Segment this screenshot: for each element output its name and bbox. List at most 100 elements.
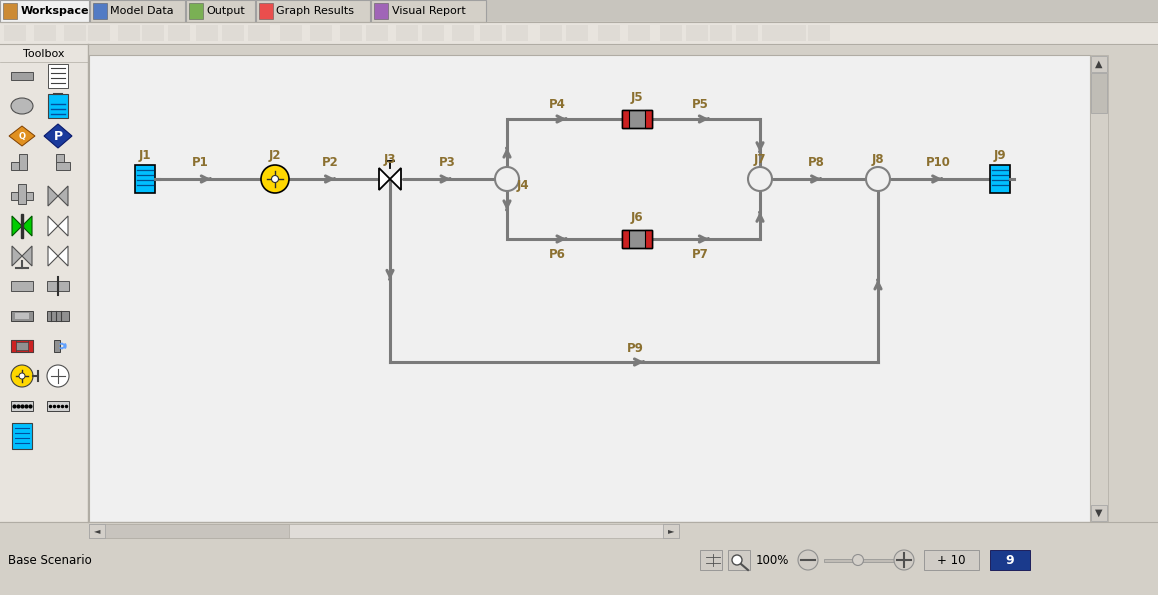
Bar xyxy=(10,340,32,352)
Bar xyxy=(10,401,32,411)
Text: Base Scenario: Base Scenario xyxy=(8,553,91,566)
Bar xyxy=(645,230,652,248)
Bar xyxy=(10,340,16,352)
Bar xyxy=(699,550,721,570)
Bar xyxy=(660,25,682,41)
Bar xyxy=(622,110,652,128)
Text: Visual Report: Visual Report xyxy=(393,6,466,16)
Bar xyxy=(88,25,110,41)
Bar xyxy=(196,25,218,41)
Polygon shape xyxy=(9,126,35,146)
Polygon shape xyxy=(58,216,68,236)
Polygon shape xyxy=(58,246,68,266)
Bar xyxy=(258,3,272,19)
Bar xyxy=(168,25,190,41)
Bar xyxy=(10,72,32,80)
Bar xyxy=(1091,56,1107,72)
Circle shape xyxy=(732,555,742,565)
Bar xyxy=(89,524,105,538)
Polygon shape xyxy=(47,186,58,206)
Text: Graph Results: Graph Results xyxy=(277,6,354,16)
Bar xyxy=(622,110,629,128)
Text: P5: P5 xyxy=(691,98,709,111)
Bar xyxy=(34,25,56,41)
Bar xyxy=(3,3,17,19)
Bar xyxy=(47,94,68,118)
Bar xyxy=(256,0,371,22)
Circle shape xyxy=(494,167,519,191)
Bar xyxy=(808,25,830,41)
Bar xyxy=(0,0,1158,22)
Bar xyxy=(340,25,362,41)
Polygon shape xyxy=(12,216,22,236)
Text: ▲: ▲ xyxy=(1095,59,1102,69)
Text: Toolbox: Toolbox xyxy=(23,49,65,59)
Text: ▼: ▼ xyxy=(1095,508,1102,518)
Text: J7: J7 xyxy=(754,154,767,167)
Polygon shape xyxy=(22,216,32,236)
Bar xyxy=(222,25,244,41)
Bar xyxy=(598,25,620,41)
Bar xyxy=(784,25,806,41)
Text: J1: J1 xyxy=(139,149,152,162)
Bar xyxy=(506,25,528,41)
Bar xyxy=(1090,55,1108,522)
Bar xyxy=(15,313,29,319)
Bar xyxy=(89,524,679,538)
Circle shape xyxy=(894,550,914,570)
Bar xyxy=(924,550,979,570)
Polygon shape xyxy=(22,246,32,266)
Bar xyxy=(422,25,444,41)
Bar xyxy=(622,110,652,128)
Text: J4: J4 xyxy=(516,178,529,192)
Bar xyxy=(686,25,708,41)
Bar xyxy=(371,0,485,22)
Bar xyxy=(645,110,652,128)
Bar xyxy=(93,3,107,19)
Text: P3: P3 xyxy=(439,156,455,170)
Bar xyxy=(628,25,650,41)
Text: + 10: + 10 xyxy=(937,553,966,566)
Bar xyxy=(189,3,203,19)
Bar xyxy=(54,340,60,352)
Text: P2: P2 xyxy=(322,156,338,170)
Bar xyxy=(452,25,474,41)
Text: P: P xyxy=(53,130,63,143)
Bar xyxy=(990,165,1010,193)
Bar xyxy=(89,0,184,22)
Bar xyxy=(622,230,652,248)
Circle shape xyxy=(47,365,69,387)
Bar xyxy=(10,192,32,200)
Bar xyxy=(566,25,588,41)
Bar xyxy=(15,342,29,350)
Bar xyxy=(118,25,140,41)
Bar xyxy=(142,25,164,41)
Bar xyxy=(374,3,388,19)
Text: P8: P8 xyxy=(807,156,824,170)
Bar xyxy=(622,230,652,248)
Circle shape xyxy=(261,165,290,193)
Bar xyxy=(762,25,784,41)
Bar xyxy=(10,162,25,170)
Bar xyxy=(1091,505,1107,521)
Bar xyxy=(185,0,255,22)
Text: P6: P6 xyxy=(549,248,565,261)
Text: ◄: ◄ xyxy=(94,527,101,536)
Bar xyxy=(47,64,68,88)
Bar xyxy=(28,340,32,352)
Text: J2: J2 xyxy=(269,149,281,162)
Circle shape xyxy=(852,555,864,565)
Polygon shape xyxy=(379,168,390,190)
Text: J8: J8 xyxy=(872,154,885,167)
Text: P7: P7 xyxy=(691,248,709,261)
Bar xyxy=(396,25,418,41)
Bar xyxy=(280,25,302,41)
Text: P4: P4 xyxy=(549,98,565,111)
Bar xyxy=(622,230,629,248)
Circle shape xyxy=(748,167,772,191)
Bar xyxy=(0,44,88,522)
Bar xyxy=(47,401,69,411)
Text: J5: J5 xyxy=(631,92,644,105)
Bar xyxy=(990,550,1029,570)
Circle shape xyxy=(866,167,891,191)
